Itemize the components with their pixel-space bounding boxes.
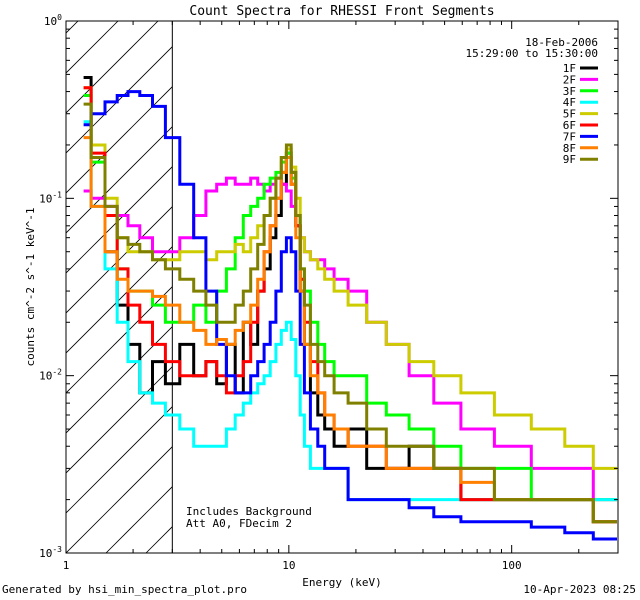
chart-title: Count Spectra for RHESSI Front Segments [189,4,494,19]
plot-frame [65,20,619,554]
series-8F [83,136,617,524]
hatch-line [66,406,173,514]
footer-timestamp: 10-Apr-2023 08:25 [523,583,636,596]
x-tick-label: 100 [502,559,522,572]
y-tick-label: 100 [44,13,62,28]
hatch-line [66,21,159,114]
legend-label: 6F [563,119,576,132]
legend-time-range: 15:29:00 to 15:30:00 [466,47,598,60]
legend-label: 5F [563,108,576,121]
y-tick-label: 10-3 [39,545,62,560]
annotation-background: Includes Background [186,505,312,518]
legend-label: 8F [563,142,576,155]
hatch-line [66,206,173,314]
series-5F [83,86,617,470]
hatch-line [66,246,173,354]
legend-label: 4F [563,96,576,109]
legend-label: 9F [563,153,576,166]
y-axis: 10-3 10-2 10-1 100 [39,13,618,560]
x-tick-label: 10 [282,559,295,572]
series-2F [83,176,617,502]
y-tick-label: 10-1 [39,190,62,205]
x-tick-label: 1 [63,559,70,572]
series-3F [83,94,617,502]
legend-label: 2F [563,73,576,86]
hatch-line [66,166,173,274]
legend-label: 1F [563,62,576,75]
legend-label: 3F [563,85,576,98]
series-4F [83,120,617,502]
hatch-line [66,126,173,234]
y-axis-label: counts cm^-2 s^-1 keV^-1 [24,208,37,367]
legend-date: 18-Feb-2006 [525,36,598,49]
legend-label: 7F [563,130,576,143]
hatch-line [66,326,173,434]
hatch-line [66,46,173,154]
hatch-line [66,446,173,553]
hatch-line [66,366,173,474]
series-7F [83,90,617,541]
below-threshold-hatch [66,21,173,553]
y-tick-label: 10-2 [39,368,62,383]
hatch-line [66,21,119,74]
annotation-attenuator: Att A0, FDecim 2 [186,517,292,530]
x-axis: 1 10 100 [63,21,619,572]
x-axis-label: Energy (keV) [302,576,381,589]
footer-generated-by: Generated by hsi_min_spectra_plot.pro [2,583,248,596]
hatch-line [105,486,173,553]
series-group [83,76,617,541]
hatch-line [66,286,173,394]
series-9F [83,102,617,524]
y-axis-label-text: counts cm^-2 s^-1 keV^-1 [24,208,37,367]
